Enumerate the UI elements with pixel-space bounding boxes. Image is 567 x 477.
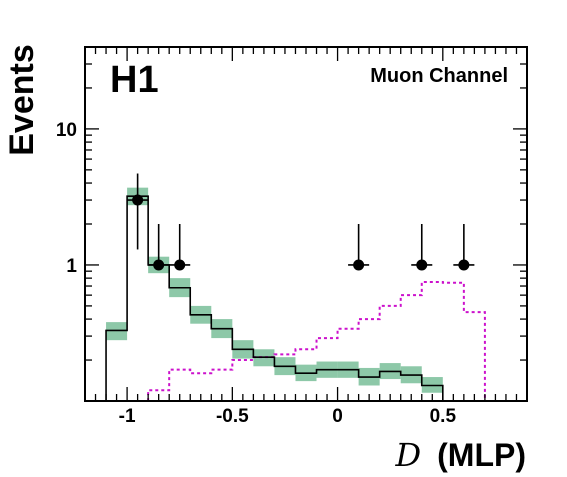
x-tick-label: 0 [332,406,343,427]
y-tick-label: 10 [56,120,77,141]
data-point-marker [174,259,186,271]
x-tick-label: -0.5 [216,406,249,427]
data-point [169,224,191,271]
data-point [148,224,170,271]
x-axis-label: D (MLP) [394,436,526,474]
y-tick-labels: 1 10 [56,120,78,277]
data-points [127,173,475,271]
data-point-marker [416,259,428,271]
data-point-marker [353,259,365,271]
data-point-marker [458,259,470,271]
axis-ticks [84,46,528,402]
y-tick-label: 1 [66,256,77,277]
data-point [127,173,149,250]
x-axis-label-text: (MLP) [437,437,526,473]
x-axis-label-symbol: D [394,436,421,474]
x-tick-label: 0.5 [430,406,457,427]
data-point-marker [132,194,144,206]
experiment-label: H1 [110,59,159,101]
data-point [453,224,475,271]
x-tick-label: -1 [119,406,136,427]
channel-label: Muon Channel [370,65,508,87]
y-axis-label: Events [3,44,41,156]
data-point [411,224,433,271]
signal-mc-line [106,280,506,401]
data-point-marker [153,259,165,271]
x-tick-labels: -1 -0.5 0 0.5 [119,406,457,427]
signal-mc-histogram [106,280,506,401]
data-point [348,224,370,271]
